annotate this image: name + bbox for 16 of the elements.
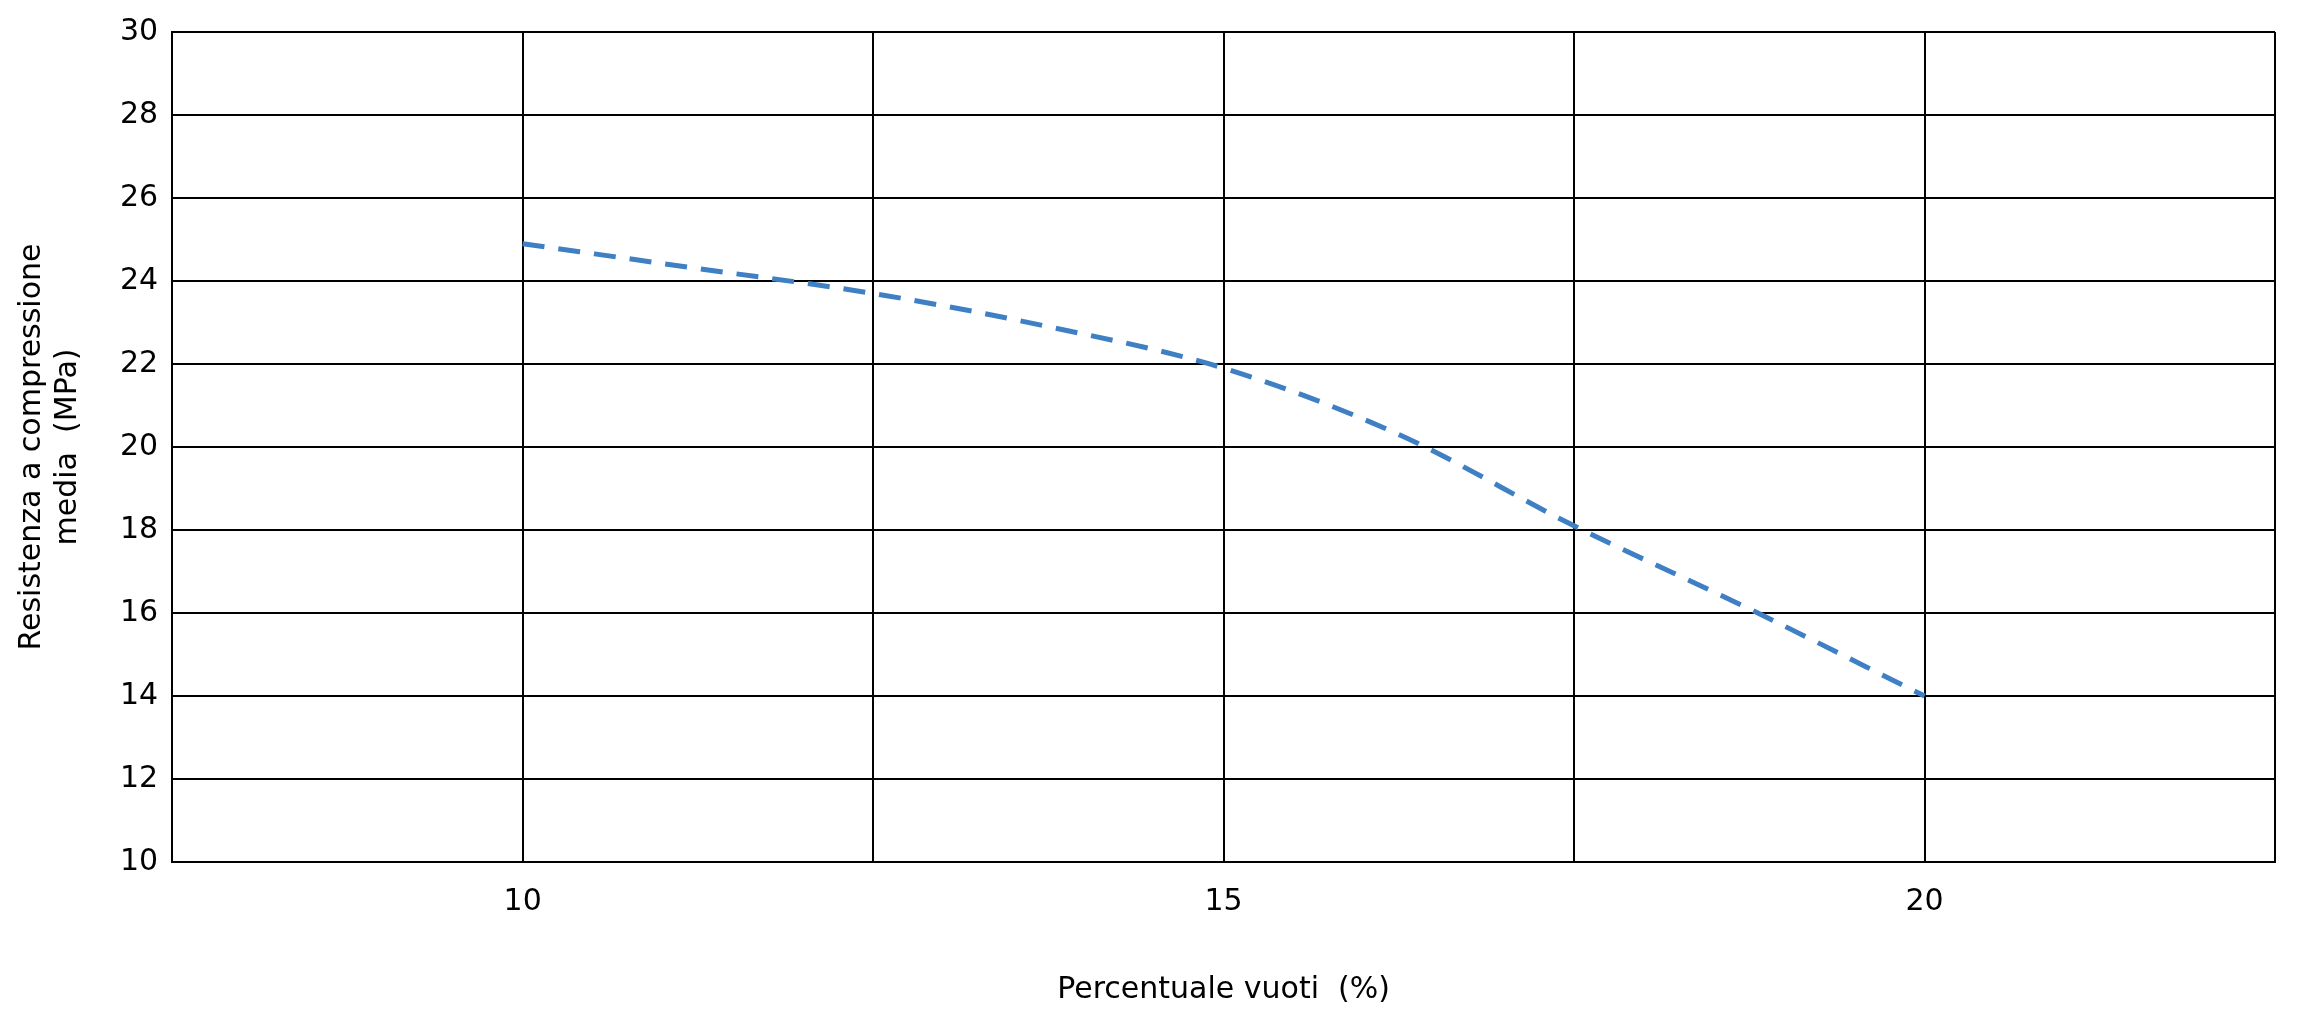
y-tick-label: 28 bbox=[119, 94, 159, 130]
y-tick-label: 24 bbox=[119, 260, 159, 296]
y-axis-title: Resistenza a compressione media (MPa) bbox=[11, 243, 83, 651]
y-tick-label: 12 bbox=[119, 758, 159, 794]
x-tick-label: 15 bbox=[1204, 881, 1243, 917]
y-tick-label: 18 bbox=[119, 509, 159, 545]
y-tick-label: 30 bbox=[119, 11, 159, 47]
x-axis-title: Percentuale vuoti (%) bbox=[1057, 969, 1390, 1005]
x-tick-label: 10 bbox=[503, 881, 542, 917]
y-tick-label: 20 bbox=[119, 426, 159, 462]
x-tick-label: 20 bbox=[1905, 881, 1944, 917]
y-tick-label: 10 bbox=[119, 841, 159, 877]
y-tick-label: 26 bbox=[119, 177, 159, 213]
y-tick-label: 16 bbox=[119, 592, 159, 628]
y-tick-label: 14 bbox=[119, 675, 159, 711]
y-tick-label: 22 bbox=[119, 343, 159, 379]
